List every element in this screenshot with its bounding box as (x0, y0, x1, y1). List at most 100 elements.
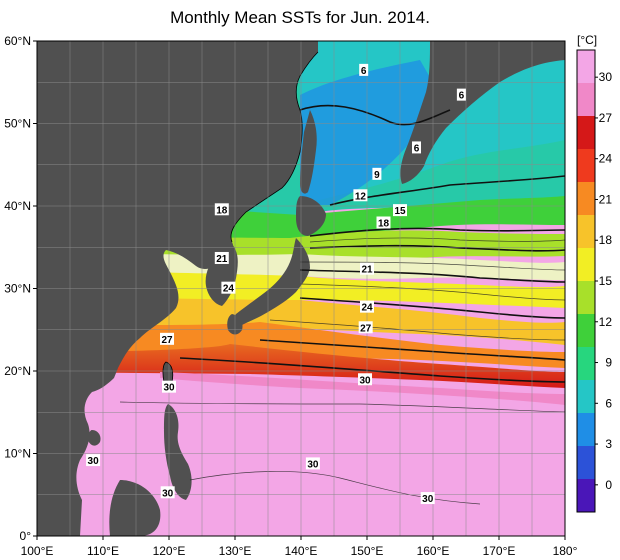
isotherm-label: 27 (358, 321, 373, 334)
isotherm-label: 27 (160, 332, 175, 346)
colorbar-tick-label: 6 (605, 396, 612, 410)
colorbar-tick-label: 9 (605, 356, 612, 370)
lat-tick-label: 0° (20, 529, 32, 543)
isotherm-label-text: 18 (216, 205, 228, 216)
colorbar-unit-label: [°C] (577, 33, 597, 47)
isotherm-label: 15 (393, 204, 407, 217)
isotherm-label: 9 (372, 167, 382, 181)
lon-tick-label: 150°E (351, 544, 384, 558)
colorbar-swatch (577, 281, 595, 314)
isotherm-label-text: 27 (161, 335, 173, 346)
isotherm-label: 12 (353, 189, 368, 202)
isotherm-label: 30 (86, 454, 101, 467)
isotherm-label-box (353, 189, 368, 202)
lat-tick-label: 10°N (4, 447, 31, 461)
colorbar-tick-label: 15 (599, 274, 613, 288)
colorbar-tick-label: 24 (599, 152, 613, 166)
isotherm-label-box (420, 492, 435, 505)
isotherm-label: 6 (359, 63, 369, 77)
isotherm-label-text: 6 (414, 143, 420, 154)
lon-tick-label: 130°E (219, 544, 252, 558)
isotherm-label: 30 (420, 492, 435, 505)
isotherm-label-box (412, 141, 421, 154)
isotherm-label-text: 21 (216, 254, 228, 265)
isotherm-label-box (358, 321, 373, 334)
colorbar-tick-label: 12 (599, 315, 613, 329)
map-title: Monthly Mean SSTs for Jun. 2014. (170, 8, 430, 27)
isotherm-label: 30 (162, 380, 176, 394)
isotherm-label-box (359, 63, 369, 76)
isotherm-label-text: 30 (162, 488, 174, 499)
lon-tick-label: 100°E (21, 544, 54, 558)
colorbar-swatch (577, 380, 595, 413)
colorbar: [°C] 0 3 6 9 12 15 18 21 24 27 30 (576, 33, 613, 513)
isotherm-label-box (160, 486, 175, 499)
isotherm-label-box (360, 262, 374, 275)
graticule (37, 41, 565, 536)
isotherm-label-box (358, 373, 373, 386)
lon-tick-label: 110°E (87, 544, 119, 558)
isotherm-label-text: 27 (360, 323, 372, 334)
colorbar-tick-label: 0 (605, 478, 612, 492)
isotherm-label: 30 (160, 486, 175, 499)
lat-tick-label: 60°N (4, 34, 31, 48)
isotherm-label-text: 24 (361, 303, 373, 314)
isotherm-label-box (360, 300, 374, 313)
lat-tick-label: 50°N (4, 117, 31, 131)
colorbar-swatch (577, 347, 595, 380)
colorbar-tick-label: 27 (599, 111, 613, 125)
isotherm-label: 21 (214, 251, 229, 265)
isotherm-label: 18 (376, 216, 391, 230)
isotherm-label-text: 30 (359, 375, 371, 386)
isotherm-label-box (221, 281, 236, 294)
isotherm-label-text: 9 (374, 170, 380, 181)
isotherm-label: 24 (360, 300, 374, 314)
lon-tick-label: 160°E (417, 544, 450, 558)
colorbar-swatch (577, 248, 595, 281)
colorbar-swatch (577, 215, 595, 248)
isotherm-label-text: 6 (459, 91, 465, 102)
isotherm-label-text: 30 (307, 459, 319, 470)
colorbar-swatch (577, 116, 595, 149)
colorbar-tick-label: 18 (599, 233, 613, 247)
colorbar-swatch (577, 83, 595, 116)
isotherm-label: 21 (360, 262, 374, 276)
isotherm-label-text: 6 (361, 66, 367, 77)
colorbar-swatch (577, 413, 595, 446)
isotherm-label-box (214, 251, 229, 264)
isotherm-label-text: 18 (378, 219, 390, 230)
latitude-axis: 60°N 50°N 40°N 30°N 20°N 10°N 0° (4, 34, 37, 543)
isotherm-label-text: 30 (163, 383, 175, 394)
lat-tick-label: 30°N (4, 282, 31, 296)
isotherm-label-text: 30 (422, 494, 434, 505)
lat-tick-label: 20°N (4, 364, 31, 378)
isotherm-label-text: 24 (223, 284, 235, 295)
isotherm-label-box (160, 332, 175, 345)
isotherm-label-box (305, 457, 320, 470)
isotherm-label-box (86, 454, 101, 467)
lon-tick-label: 180° (553, 544, 578, 558)
isotherm-label: 24 (221, 281, 236, 295)
colorbar-swatch (577, 314, 595, 347)
isotherm-label-text: 12 (355, 191, 367, 202)
longitude-axis: 100°E 110°E 120°E 130°E 140°E 150°E 160°E 170°E… (21, 536, 578, 558)
colorbar-swatch (577, 479, 595, 512)
colorbar-swatch (577, 182, 595, 215)
lon-tick-label: 170°E (483, 544, 516, 558)
isotherm-label-box (393, 204, 407, 217)
isotherm-label-box (372, 167, 382, 180)
isotherm-label-box (162, 380, 176, 393)
colorbar-tick-label: 21 (599, 192, 613, 206)
colorbar-swatch (577, 149, 595, 182)
isotherm-label: 6 (412, 141, 421, 154)
isotherm-label-box (214, 203, 229, 216)
colorbar-swatch (577, 446, 595, 479)
isotherm-label-text: 15 (394, 206, 406, 217)
isotherm-label: 18 (214, 203, 229, 216)
isotherm-label-text: 21 (361, 265, 373, 276)
colorbar-tick-label: 3 (605, 437, 612, 451)
isotherm-labels: 6 6 6 9 12 15 18 18 21 21 24 24 27 27 30 30 30 30 30 30 (86, 63, 466, 505)
colorbar-tick-label: 30 (599, 70, 613, 84)
lon-tick-label: 120°E (153, 544, 186, 558)
